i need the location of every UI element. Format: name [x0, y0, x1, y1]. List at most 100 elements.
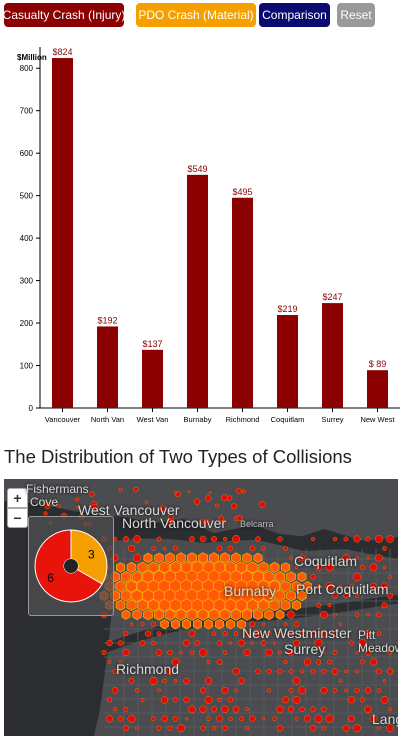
- map-canvas[interactable]: [4, 479, 398, 736]
- collision-dot: [161, 715, 168, 722]
- collision-dot: [232, 535, 240, 543]
- collision-dot: [332, 688, 338, 693]
- collision-dot: [315, 659, 322, 665]
- collision-dot: [320, 610, 328, 619]
- zoom-out-button[interactable]: −: [7, 508, 28, 528]
- collision-dot: [204, 695, 213, 704]
- hexbin: [269, 561, 280, 573]
- collision-dot: [283, 660, 288, 664]
- collision-dot: [228, 716, 233, 721]
- collision-dot: [283, 546, 288, 551]
- hexbin: [231, 552, 241, 564]
- bar-new-west[interactable]: [367, 370, 388, 408]
- collision-dot: [348, 715, 355, 723]
- collision-dot: [250, 641, 255, 645]
- bar-richmond[interactable]: [232, 197, 253, 408]
- collision-dot: [386, 724, 394, 733]
- collision-dot: [245, 726, 249, 731]
- collision-dot: [380, 582, 389, 591]
- collision-dot: [183, 639, 190, 647]
- bar-burnaby[interactable]: [187, 174, 208, 408]
- collision-dot: [325, 563, 334, 572]
- collision-dot: [255, 668, 261, 675]
- collision-dot: [299, 631, 305, 636]
- collision-dot: [223, 537, 227, 541]
- hexbin: [165, 552, 175, 564]
- collision-dot: [287, 610, 295, 619]
- comparison-button[interactable]: Comparison: [259, 3, 330, 27]
- collision-dot: [331, 668, 339, 675]
- collision-dot: [355, 669, 359, 674]
- bar-vancouver[interactable]: [52, 58, 73, 408]
- collision-dot: [211, 706, 217, 713]
- pdo-crash-button[interactable]: PDO Crash (Material): [136, 3, 256, 27]
- collision-dot: [261, 717, 266, 721]
- hexbin: [137, 599, 148, 612]
- hexbin: [274, 570, 286, 583]
- collision-dot: [325, 714, 334, 723]
- y-tick-label: 700: [20, 107, 34, 116]
- collision-dot: [348, 696, 355, 704]
- hexbin: [187, 552, 197, 564]
- collision-dot: [254, 629, 262, 638]
- collision-dot: [123, 725, 129, 732]
- collision-dot: [266, 668, 272, 674]
- casualty-crash-button[interactable]: Casualty Crash (Injury): [3, 3, 125, 27]
- hexbin: [197, 608, 209, 621]
- hexbin: [242, 552, 252, 564]
- collision-dot: [283, 622, 288, 626]
- collision-dot: [204, 677, 213, 685]
- collision-dot: [276, 725, 284, 732]
- collision-dot: [358, 639, 367, 647]
- collision-dot: [188, 705, 196, 714]
- hexbin: [226, 618, 235, 630]
- collision-dot: [236, 487, 242, 494]
- hexbin: [253, 608, 263, 621]
- filter-button-bar: Casualty Crash (Injury) PDO Crash (Mater…: [3, 3, 400, 29]
- bar-west-van[interactable]: [142, 349, 163, 408]
- bar-surrey[interactable]: [322, 303, 343, 408]
- collision-dot: [353, 724, 361, 733]
- collision-dot: [321, 706, 327, 713]
- map-label-coquitlam: Coquitlam: [294, 553, 358, 569]
- zoom-in-button[interactable]: +: [7, 488, 28, 508]
- hexbin: [268, 579, 281, 593]
- map-section-heading: The Distribution of Two Types of Collisi…: [4, 446, 352, 467]
- collision-map[interactable]: + − Fishermans Cove West Vancouver North…: [4, 479, 398, 736]
- bar-north-van[interactable]: [97, 326, 118, 408]
- bar-value-label: $ 89: [369, 359, 387, 369]
- bar-coquitlam[interactable]: [277, 314, 298, 408]
- collision-dot: [314, 639, 323, 648]
- bar-value-label: $192: [97, 315, 117, 325]
- collision-dot: [156, 536, 162, 542]
- collision-dot: [376, 612, 382, 618]
- collision-dot: [231, 503, 238, 510]
- collision-dot: [377, 726, 381, 730]
- hexbin: [164, 608, 176, 621]
- reset-button[interactable]: Reset: [337, 3, 375, 27]
- hexbin: [263, 570, 275, 584]
- hexbin: [143, 609, 153, 621]
- collision-dot: [232, 667, 240, 675]
- hexbin: [264, 609, 274, 621]
- hexbin: [280, 599, 291, 611]
- map-label-burnaby: Burnaby: [224, 583, 277, 599]
- collision-dot: [122, 648, 130, 657]
- collision-dot: [179, 650, 183, 655]
- collision-dot: [375, 535, 383, 543]
- y-tick-label: 800: [20, 64, 34, 73]
- collision-dot: [266, 688, 272, 693]
- hexbin: [208, 608, 220, 621]
- collision-dot: [167, 725, 173, 731]
- hexbin: [158, 598, 171, 612]
- collision-dot: [338, 679, 343, 683]
- hexbin: [292, 599, 301, 611]
- collision-dot: [198, 648, 208, 657]
- donut-chart: 36: [34, 529, 108, 603]
- collision-dot: [360, 564, 365, 570]
- collision-dot: [157, 688, 161, 693]
- collision-dot: [172, 545, 179, 552]
- y-axis-label: $Million: [17, 53, 47, 62]
- map-label-richmond: Richmond: [116, 661, 180, 677]
